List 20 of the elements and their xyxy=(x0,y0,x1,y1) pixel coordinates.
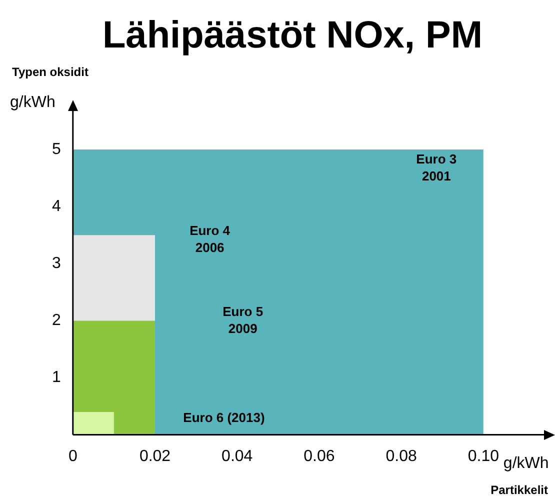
y-tick-label: 3 xyxy=(52,255,61,272)
annotation: Euro 5 2009 xyxy=(222,304,264,336)
chart-title: Lähipäästöt NOx, PM xyxy=(102,14,483,56)
y-tick-label: 4 xyxy=(52,198,61,215)
x-tick-label: 0.02 xyxy=(139,448,171,465)
text: g/kWh xyxy=(10,94,56,111)
y-tick-label: 1 xyxy=(52,369,61,386)
text: g/kWh xyxy=(503,454,549,472)
y-tick-label: 5 xyxy=(52,140,61,158)
x-axis-title: Partikkelit xyxy=(490,483,548,497)
x-tick-label: 0.04 xyxy=(222,448,253,465)
annotation: Euro 4 2006 xyxy=(190,222,231,255)
x-tick-label: 0.06 xyxy=(304,448,335,465)
x-tick-label: 0 xyxy=(68,448,78,465)
y-tick-label: 2 xyxy=(52,312,61,330)
annotation: Euro 3 2001 xyxy=(416,151,457,184)
annotation: Euro 6 (2013) xyxy=(183,410,265,425)
x-tick-label: 0.10 xyxy=(468,448,500,465)
x-tick-label: 0.08 xyxy=(386,448,417,465)
y-axis-title: Typen oksidit xyxy=(12,65,88,79)
